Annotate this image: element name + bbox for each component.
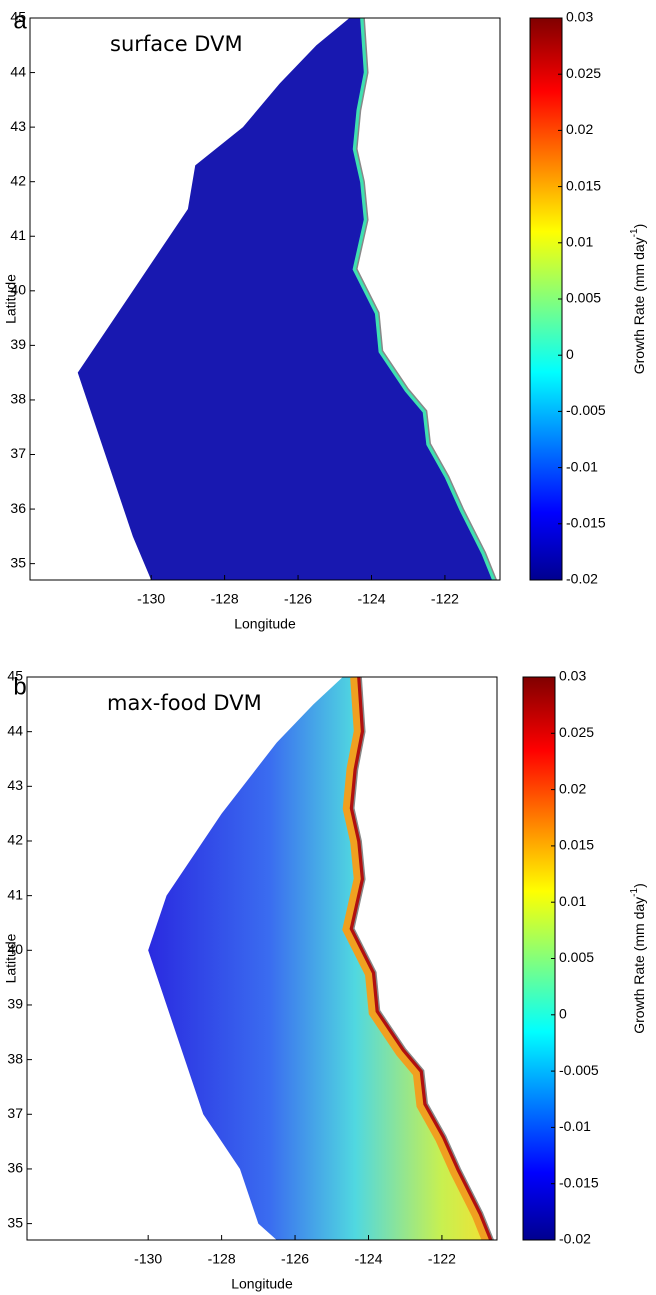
colorbar-label: Growth Rate (mm day-1) — [629, 883, 647, 1034]
y-tick-label: 38 — [7, 1050, 23, 1066]
x-axis-label: Longitude — [231, 1276, 293, 1292]
panel-title: surface DVM — [110, 32, 243, 56]
colorbar-label-text: Growth Rate (mm day — [631, 897, 647, 1034]
colorbar-tick-label: 0.01 — [559, 893, 586, 909]
colorbar — [529, 17, 563, 581]
colorbar-label: Growth Rate (mm day-1) — [629, 224, 647, 375]
colorbar-tick-label: 0.015 — [566, 177, 601, 193]
colorbar-label-sup: -1 — [629, 228, 640, 237]
colorbar-tick-label: -0.01 — [559, 1118, 591, 1134]
y-tick-label: 40 — [7, 941, 23, 957]
y-tick-label: 37 — [10, 445, 26, 461]
x-tick-label: -126 — [284, 591, 312, 607]
y-tick-label: 39 — [7, 996, 23, 1012]
colorbar-tick-label: 0.01 — [566, 234, 593, 250]
coastline — [356, 17, 498, 581]
colorbar-tick-label: 0.005 — [559, 949, 594, 965]
colorbar-tick-label: -0.01 — [566, 458, 598, 474]
colorbar-tick-label: 0.005 — [566, 290, 601, 306]
ocean-field — [77, 18, 497, 580]
colorbar-tick-label: 0.03 — [559, 668, 586, 684]
colorbar-tick-label: 0.025 — [559, 724, 594, 740]
colorbar-tick-label: 0.03 — [566, 9, 593, 25]
y-axis-label: Latitude — [3, 274, 19, 324]
ocean-field — [148, 677, 494, 1240]
colorbar-tick-label: -0.005 — [566, 402, 606, 418]
y-tick-label: 44 — [7, 722, 23, 738]
colorbar-label-suffix: ) — [631, 224, 647, 229]
x-tick-label: -124 — [354, 1251, 382, 1267]
y-tick-label: 41 — [10, 227, 26, 243]
y-axis-label: Latitude — [3, 933, 19, 983]
colorbar-tick-label: -0.005 — [559, 1062, 599, 1078]
colorbar-tick-label: 0.025 — [566, 65, 601, 81]
y-tick-label: 37 — [7, 1105, 23, 1121]
axes-box — [29, 17, 501, 581]
axes-box — [26, 676, 498, 1241]
colorbar-tick-label: 0 — [566, 346, 574, 362]
colorbar-label-suffix: ) — [631, 883, 647, 888]
colorbar-tick-label: -0.02 — [566, 571, 598, 587]
panel-label: a — [13, 7, 27, 34]
y-tick-label: 43 — [10, 118, 26, 134]
y-tick-label: 43 — [7, 777, 23, 793]
colorbar-tick-label: -0.015 — [566, 515, 606, 531]
colorbar-label-sup: -1 — [629, 887, 640, 896]
x-tick-label: -122 — [428, 1251, 456, 1267]
x-tick-label: -128 — [208, 1251, 236, 1267]
y-tick-label: 45 — [10, 9, 26, 25]
y-tick-label: 42 — [10, 172, 26, 188]
x-axis-label: Longitude — [234, 616, 296, 632]
panel-label: b — [13, 673, 26, 700]
x-tick-label: -124 — [357, 591, 385, 607]
x-tick-label: -128 — [211, 591, 239, 607]
coastline — [353, 676, 495, 1241]
colorbar-tick-label: 0 — [559, 1006, 567, 1022]
x-tick-label: -130 — [137, 591, 165, 607]
colorbar-tick-label: 0.015 — [559, 837, 594, 853]
colorbar-tick-label: 0.02 — [566, 121, 593, 137]
y-tick-label: 35 — [10, 554, 26, 570]
y-tick-label: 44 — [10, 63, 26, 79]
colorbar-tick-label: -0.02 — [559, 1231, 591, 1247]
y-tick-label: 40 — [10, 282, 26, 298]
y-tick-label: 41 — [7, 886, 23, 902]
y-tick-label: 45 — [7, 668, 23, 684]
x-tick-label: -122 — [431, 591, 459, 607]
x-tick-label: -126 — [281, 1251, 309, 1267]
y-tick-label: 36 — [10, 500, 26, 516]
colorbar — [522, 676, 556, 1241]
y-tick-label: 35 — [7, 1214, 23, 1230]
y-tick-label: 38 — [10, 391, 26, 407]
y-tick-label: 42 — [7, 832, 23, 848]
colorbar-label-text: Growth Rate (mm day — [631, 237, 647, 374]
y-tick-label: 36 — [7, 1160, 23, 1176]
panel-title: max-food DVM — [107, 691, 262, 715]
colorbar-tick-label: -0.015 — [559, 1174, 599, 1190]
x-tick-label: -130 — [134, 1251, 162, 1267]
y-tick-label: 39 — [10, 336, 26, 352]
colorbar-tick-label: 0.02 — [559, 780, 586, 796]
